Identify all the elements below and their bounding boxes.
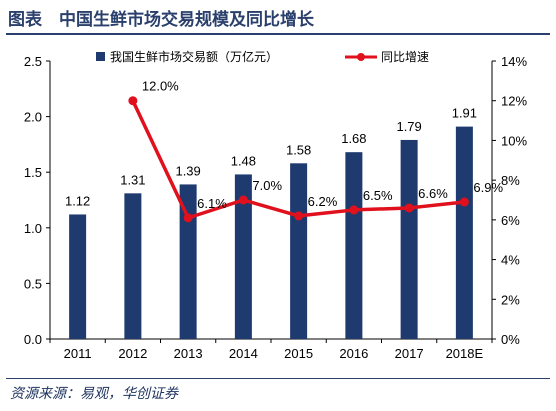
legend: 我国生鲜市场交易额（万亿元） 同比增速	[96, 49, 429, 64]
x-tick-label: 2018E	[446, 346, 484, 361]
bar	[455, 126, 473, 339]
bar-data-labels: 1.12 1.31 1.39 1.48 1.58 1.68 1.79 1.91	[65, 106, 477, 209]
bar	[69, 214, 87, 339]
right-tick-label: 14%	[501, 54, 527, 69]
x-tick-label: 2015	[284, 346, 313, 361]
growth-point	[183, 213, 193, 223]
right-tick-label: 6%	[501, 213, 520, 228]
source-divider	[6, 378, 550, 379]
bar-label: 1.91	[452, 106, 477, 121]
x-tick-label: 2013	[174, 346, 203, 361]
bar-series	[69, 126, 473, 339]
chart: 0.0 0.5 1.0 1.5 2.0 2.5 0% 2% 4% 6% 8% 10% 12% 14% 2…	[24, 49, 528, 361]
growth-label: 6.1%	[197, 196, 227, 211]
growth-point	[404, 203, 414, 213]
legend-bar-label: 我国生鲜市场交易额（万亿元）	[110, 49, 278, 64]
bar-label: 1.68	[341, 131, 366, 146]
left-tick-label: 1.5	[24, 165, 42, 180]
bar	[290, 163, 308, 339]
legend-line-label: 同比增速	[381, 50, 429, 64]
left-tick-label: 0.0	[24, 332, 42, 347]
growth-label: 6.6%	[418, 186, 448, 201]
bar	[345, 152, 363, 339]
bar-label: 1.58	[286, 142, 311, 157]
right-tick-label: 0%	[501, 332, 520, 347]
legend-line-marker	[357, 53, 365, 61]
bar-label: 1.12	[65, 193, 90, 208]
x-tick-label: 2011	[64, 346, 92, 361]
growth-label: 12.0%	[142, 79, 179, 94]
right-tick-label: 2%	[501, 292, 520, 307]
growth-label: 6.5%	[363, 188, 393, 203]
left-tick-label: 2.0	[24, 110, 42, 125]
bar-label: 1.31	[120, 172, 145, 187]
right-tick-label: 10%	[501, 133, 527, 148]
growth-label: 6.9%	[473, 180, 503, 195]
x-tick-label: 2016	[339, 346, 368, 361]
bar-label: 1.39	[175, 163, 200, 178]
legend-bar-swatch	[96, 52, 105, 61]
bar	[400, 139, 418, 339]
left-tick-label: 2.5	[24, 54, 42, 69]
bar-label: 1.79	[396, 119, 421, 134]
chart-title: 图表 中国生鲜市场交易规模及同比增长	[8, 10, 314, 30]
source-note: 资源来源：易观，华创证券	[10, 386, 178, 402]
growth-label: 7.0%	[252, 178, 282, 193]
right-tick-label: 8%	[501, 173, 520, 188]
right-tick-label: 12%	[501, 94, 527, 109]
x-tick-label: 2012	[118, 346, 147, 361]
right-tick-label: 4%	[501, 253, 520, 268]
right-axis: 0% 2% 4% 6% 8% 10% 12% 14%	[492, 54, 527, 347]
x-tick-label: 2014	[229, 346, 258, 361]
x-axis: 2011 2012 2013 2014 2015 2016 2017 2018E	[49, 339, 493, 361]
growth-point	[238, 195, 248, 205]
bar	[179, 184, 197, 339]
line-series	[128, 96, 469, 223]
growth-point	[349, 205, 359, 215]
left-axis: 0.0 0.5 1.0 1.5 2.0 2.5	[24, 54, 50, 347]
left-tick-label: 1.0	[24, 221, 42, 236]
x-tick-label: 2017	[395, 346, 424, 361]
line-data-labels: 12.0% 6.1% 7.0% 6.2% 6.5% 6.6% 6.9%	[142, 79, 504, 211]
growth-point	[459, 197, 469, 207]
bar	[124, 193, 142, 339]
growth-point	[128, 96, 138, 106]
left-tick-label: 0.5	[24, 276, 42, 291]
title-divider	[6, 33, 550, 35]
growth-label: 6.2%	[308, 194, 338, 209]
bar-label: 1.48	[231, 153, 256, 168]
bar	[234, 174, 252, 339]
growth-point	[294, 211, 304, 221]
